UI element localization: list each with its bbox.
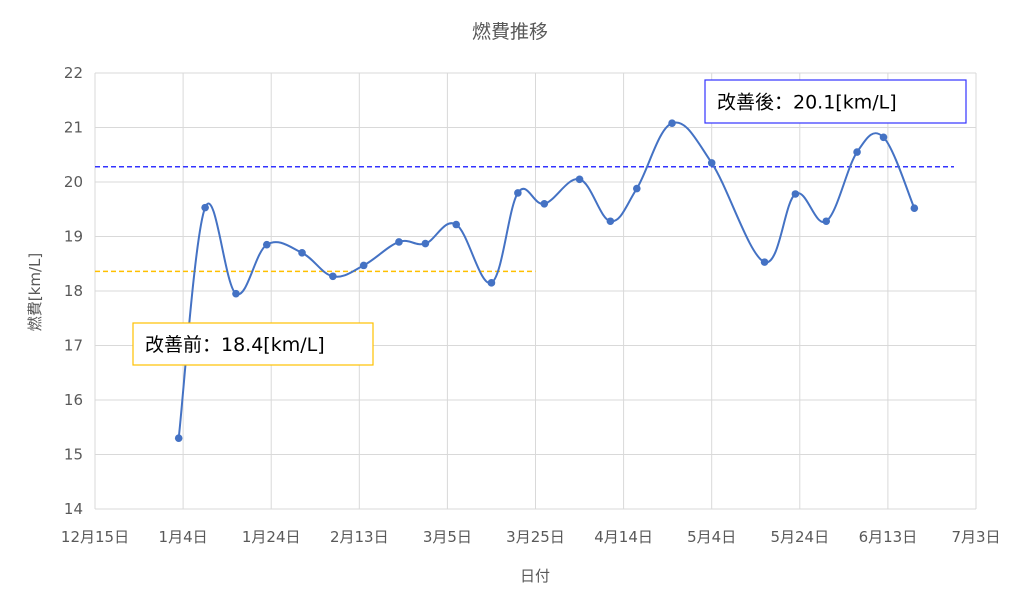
annotation-before: 改善前：18.4[km/L] (132, 322, 374, 366)
y-tick-label: 19 (64, 228, 83, 246)
x-tick-label: 4月14日 (594, 528, 653, 546)
x-tick-label: 2月13日 (330, 528, 389, 546)
annotation-label: 改善後：20.1[km/L] (717, 92, 897, 114)
data-point (606, 217, 615, 226)
data-point (201, 203, 209, 212)
x-axis-ticks: 12月15日 1月4日 1月24日 2月13日 3月5日 3月25日 4月14日 5月4日 5月… (61, 528, 1001, 546)
y-tick-label: 20 (64, 173, 83, 191)
x-tick-label: 3月25日 (506, 528, 565, 546)
data-point (395, 238, 403, 246)
x-tick-label: 5月24日 (770, 528, 829, 546)
data-point (879, 133, 888, 142)
data-point (668, 119, 676, 127)
data-point (760, 258, 769, 266)
data-point (540, 200, 549, 208)
y-tick-label: 17 (64, 337, 83, 355)
data-point (262, 240, 271, 249)
data-point (452, 220, 461, 229)
fuel-economy-series-line (177, 121, 916, 439)
x-tick-label: 1月24日 (242, 528, 301, 546)
data-points (174, 119, 919, 442)
y-axis-title: 燃費[km/L] (26, 253, 44, 331)
x-tick-label: 1月4日 (159, 528, 208, 546)
chart-title: 燃費推移 (472, 21, 548, 43)
data-point (514, 189, 522, 197)
y-tick-label: 14 (64, 500, 83, 518)
data-point (232, 289, 240, 298)
annotation-after: 改善後：20.1[km/L] (704, 79, 967, 124)
data-point (791, 190, 800, 198)
x-tick-label: 12月15日 (61, 528, 129, 546)
data-point (329, 272, 337, 281)
data-point (822, 217, 831, 226)
data-point (707, 159, 716, 167)
reference-lines (95, 165, 954, 273)
annotation-label: 改善前：18.4[km/L] (145, 334, 325, 356)
y-axis-ticks: 14 15 16 17 18 19 20 21 22 (64, 64, 83, 518)
annotation-box (132, 322, 374, 366)
y-tick-label: 22 (64, 64, 83, 82)
x-tick-label: 5月4日 (687, 528, 736, 546)
data-point (575, 175, 584, 184)
annotations: 改善前：18.4[km/L] 改善後：20.1[km/L] (132, 79, 967, 366)
data-point (421, 239, 430, 248)
x-axis-title: 日付 (520, 567, 550, 585)
x-tick-label: 7月3日 (951, 528, 1000, 546)
y-tick-label: 21 (64, 119, 83, 137)
data-point (359, 261, 368, 270)
y-tick-label: 15 (64, 446, 83, 464)
y-tick-label: 16 (64, 391, 83, 409)
x-tick-label: 3月5日 (423, 528, 472, 546)
data-point (174, 434, 183, 442)
grid-lines (94, 72, 977, 510)
x-tick-label: 6月13日 (859, 528, 918, 546)
data-point (298, 249, 306, 257)
data-point (633, 184, 641, 193)
y-tick-label: 18 (64, 282, 83, 300)
data-point (910, 204, 919, 212)
data-point (853, 148, 861, 156)
data-point (487, 279, 496, 287)
annotation-box (704, 79, 967, 124)
